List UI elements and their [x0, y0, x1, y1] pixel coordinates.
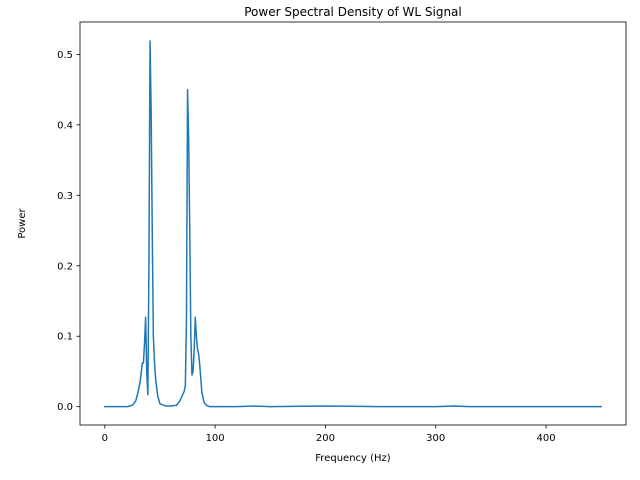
y-axis-ticks: 0.0 0.1 0.2 0.3 0.4 0.5 [57, 50, 80, 413]
y-axis-label: Power [17, 207, 28, 238]
plot-frame [79, 21, 627, 426]
x-axis-label: Frequency (Hz) [315, 453, 391, 464]
x-tick-label: 100 [206, 433, 225, 444]
y-tick-label: 0.2 [57, 261, 73, 272]
y-tick-label: 0.1 [57, 332, 73, 343]
x-tick-label: 0 [102, 433, 108, 444]
plot-area [80, 22, 626, 425]
y-tick-label: 0.4 [57, 120, 73, 131]
chart-title: Power Spectral Density of WL Signal [244, 5, 462, 19]
y-tick-label: 0.3 [57, 191, 73, 202]
x-tick-label: 200 [316, 433, 335, 444]
y-tick-label: 0.5 [57, 50, 73, 61]
x-axis-ticks: 0 100 200 300 400 [102, 425, 556, 444]
x-tick-label: 300 [426, 433, 445, 444]
x-tick-label: 400 [536, 433, 555, 444]
psd-series-line [104, 40, 602, 408]
y-tick-label: 0.0 [57, 402, 73, 413]
